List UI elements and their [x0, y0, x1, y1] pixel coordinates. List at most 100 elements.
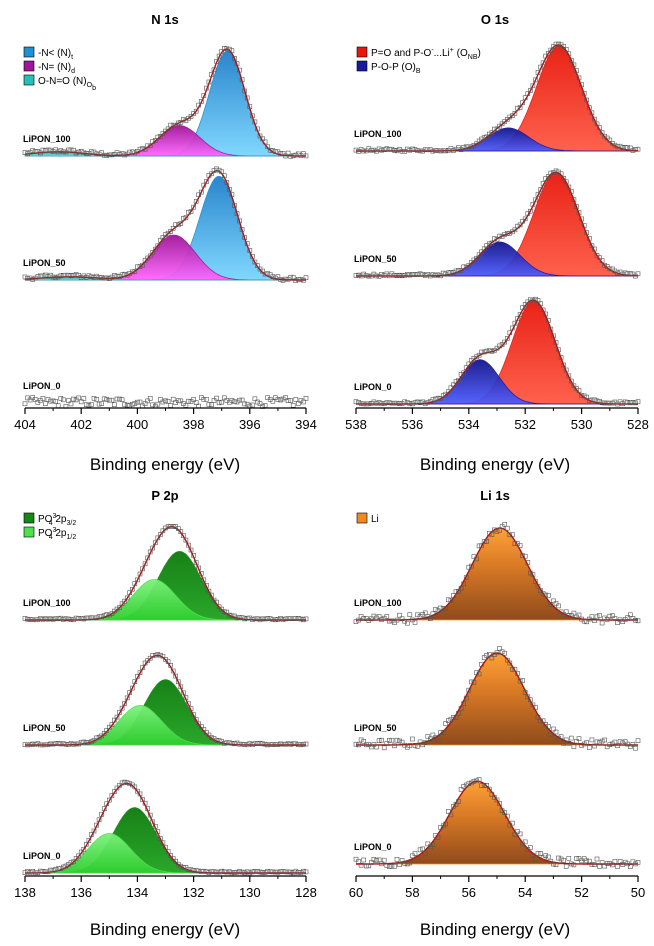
data-point — [119, 601, 125, 607]
data-point — [594, 121, 600, 127]
data-point — [60, 149, 66, 155]
data-point — [270, 869, 276, 875]
data-point — [420, 148, 426, 154]
data-point — [579, 216, 584, 222]
data-point — [635, 618, 641, 624]
data-point — [440, 270, 446, 276]
data-point — [272, 395, 278, 401]
data-point — [543, 311, 549, 317]
data-point — [622, 270, 628, 276]
data-point — [242, 401, 247, 407]
sample-label: LiPON_0 — [354, 842, 392, 852]
data-point — [73, 150, 79, 156]
data-point — [389, 147, 395, 152]
data-point — [574, 739, 579, 744]
data-point — [224, 740, 230, 746]
data-point — [527, 88, 533, 93]
data-point — [630, 148, 636, 153]
data-point — [53, 399, 59, 404]
data-point — [165, 524, 171, 529]
data-point — [599, 620, 605, 626]
data-point — [633, 400, 638, 406]
data-point — [163, 844, 168, 850]
data-point — [456, 378, 461, 383]
data-point — [633, 273, 638, 279]
data-point — [163, 398, 168, 404]
data-point — [30, 617, 36, 623]
data-point — [283, 741, 288, 747]
data-point — [267, 869, 273, 875]
data-point — [201, 577, 207, 583]
data-point — [89, 832, 94, 837]
data-point — [137, 571, 143, 577]
data-point — [290, 402, 296, 408]
data-point — [353, 619, 359, 625]
data-point — [381, 273, 387, 278]
data-point — [99, 733, 104, 739]
data-point — [278, 741, 283, 747]
data-point — [30, 741, 36, 747]
data-point — [112, 402, 117, 408]
data-point — [507, 532, 513, 538]
data-point — [407, 612, 413, 618]
data-point — [224, 180, 230, 185]
data-point — [453, 802, 459, 807]
data-point — [548, 326, 554, 332]
data-point — [458, 706, 464, 711]
data-point — [234, 740, 240, 746]
data-point — [101, 275, 107, 281]
data-point — [53, 616, 59, 621]
data-point — [394, 273, 400, 279]
data-point — [635, 399, 641, 405]
data-point — [451, 382, 456, 388]
data-point — [407, 860, 413, 866]
legend-swatch — [23, 74, 35, 86]
data-point — [484, 134, 490, 140]
data-point — [25, 151, 30, 156]
data-point — [214, 395, 219, 401]
data-point — [122, 779, 127, 785]
data-point — [448, 812, 454, 818]
data-point — [91, 274, 97, 280]
data-point — [561, 362, 567, 368]
data-point — [27, 149, 33, 155]
data-point — [525, 694, 531, 700]
data-point — [206, 732, 212, 738]
data-point — [463, 144, 469, 150]
data-point — [530, 83, 536, 89]
data-point — [252, 396, 258, 402]
data-point — [181, 533, 186, 538]
data-point — [40, 396, 46, 401]
data-point — [78, 149, 84, 154]
data-point — [186, 867, 191, 873]
data-point — [384, 400, 390, 406]
data-point — [27, 397, 33, 403]
data-point — [474, 141, 479, 147]
data-point — [86, 151, 92, 156]
data-point — [201, 182, 207, 188]
data-point — [211, 67, 217, 73]
data-point — [402, 272, 408, 278]
data-point — [361, 148, 367, 154]
data-point — [586, 398, 592, 403]
envelope-fit — [25, 782, 306, 874]
data-point — [257, 401, 263, 406]
data-point — [48, 147, 53, 153]
data-point — [451, 148, 456, 153]
data-point — [32, 275, 38, 281]
data-point — [193, 199, 199, 204]
data-point — [142, 561, 148, 567]
data-point — [216, 869, 222, 875]
data-point — [535, 298, 541, 303]
data-point — [183, 215, 189, 220]
data-point — [584, 97, 590, 103]
data-point — [386, 146, 392, 152]
data-point — [229, 48, 235, 54]
data-point — [615, 620, 620, 626]
data-point — [602, 615, 608, 621]
data-point — [494, 529, 500, 534]
data-point — [561, 612, 567, 617]
data-point — [617, 739, 623, 744]
data-point — [188, 547, 194, 553]
data-point — [484, 348, 490, 354]
